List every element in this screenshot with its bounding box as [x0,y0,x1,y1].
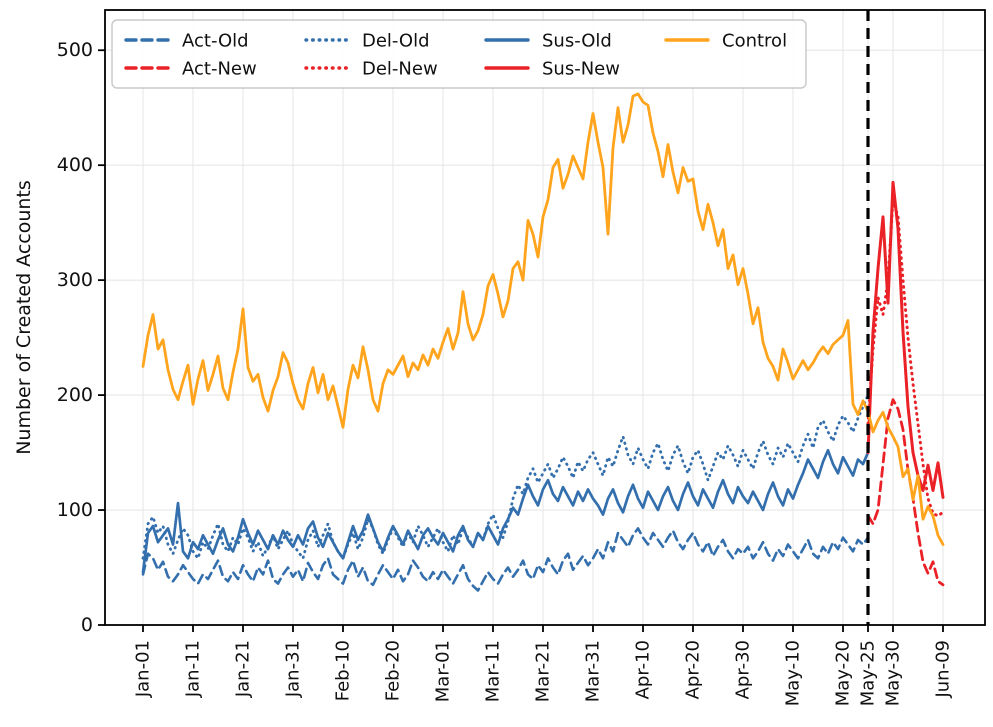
x-tick-label: Jan-21 [233,640,254,698]
axes-frame [104,9,986,626]
x-tick-label: Jan-01 [133,640,154,698]
series-sus-old-line [141,448,870,574]
series-act-new-line [866,398,945,587]
x-tick-label: Jun-09 [933,640,954,699]
data-series [141,92,945,592]
y-tick-label: 300 [57,269,93,291]
legend: Act-Old Act-New Del-Old Del-New Sus-Old Sus-N… [111,19,807,89]
x-tick-label: Mar-01 [433,640,454,702]
series-del-new-line [866,198,945,518]
x-tick-label: Mar-31 [583,640,604,702]
legend-label-control: Control [722,31,787,52]
legend-label-act-old: Act-Old [182,31,249,52]
series-control-line [141,92,945,546]
y-tick-label: 500 [57,39,93,61]
legend-label-act-new: Act-New [182,59,257,80]
axis-ticks [98,49,944,632]
x-tick-label: Apr-20 [683,640,704,699]
series-sus-new-line [866,180,945,499]
y-tick-label: 0 [81,614,93,636]
x-tick-label: Mar-21 [533,640,554,702]
y-tick-label: 400 [57,154,93,176]
x-tick-label: May-10 [783,640,804,706]
legend-box [111,19,807,89]
legend-label-del-new: Del-New [362,59,438,80]
x-tick-label: Feb-10 [333,640,354,701]
x-tick-label: Apr-30 [733,640,754,699]
plot-frame [104,9,986,626]
x-tick-label: Jan-31 [283,640,304,698]
x-tick-label: Feb-20 [383,640,404,701]
y-tick-label: 100 [57,499,93,521]
series-act-old-line [141,527,870,592]
legend-label-sus-new: Sus-New [542,59,620,80]
x-tick-label: Mar-11 [483,640,504,702]
axis-labels: Jan-01 Jan-11 Jan-21 Jan-31 Feb-10 Feb-20 Mar-… [13,39,954,706]
legend-label-del-old: Del-Old [362,31,430,52]
x-tick-label: May-20 [833,640,854,706]
gridlines [105,10,985,625]
y-axis-title: Number of Created Accounts [13,180,35,455]
x-tick-label: May-25 [858,640,879,706]
x-tick-label: May-30 [883,640,904,706]
legend-label-sus-old: Sus-Old [542,31,612,52]
y-tick-label: 200 [57,384,93,406]
series-del-old-line [141,393,870,560]
x-tick-label: Jan-11 [183,640,204,698]
x-tick-label: Apr-10 [633,640,654,699]
